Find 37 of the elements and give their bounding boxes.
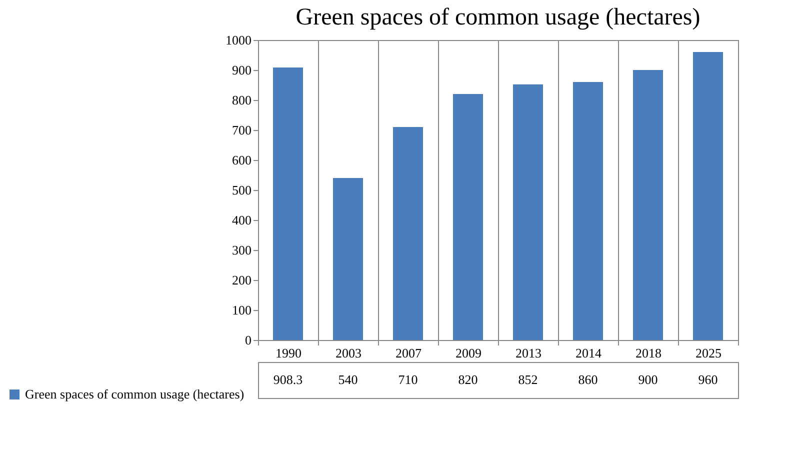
data-label: 860 (578, 372, 598, 387)
x-tick-label: 2007 (396, 346, 422, 360)
bar (333, 178, 363, 340)
y-tick-label: 600 (232, 152, 252, 168)
data-label: 710 (398, 372, 418, 387)
y-tick-label: 700 (232, 122, 252, 138)
y-tick-label: 400 (232, 212, 252, 228)
bar (693, 52, 723, 340)
chart-title: Green spaces of common usage (hectares) (296, 4, 700, 30)
bar (453, 94, 483, 340)
x-tick-label: 2014 (576, 346, 602, 360)
x-tick-label: 2009 (456, 346, 482, 360)
bar (393, 127, 423, 340)
bar (513, 84, 543, 340)
data-label: 908.3 (273, 372, 303, 387)
y-tick-label: 900 (232, 62, 252, 78)
y-tick-label: 100 (232, 302, 252, 318)
y-tick-label: 200 (232, 272, 252, 288)
y-tick-label: 300 (232, 242, 252, 258)
y-tick-label: 800 (232, 92, 252, 108)
data-label: 900 (638, 372, 658, 387)
data-label: 852 (518, 372, 538, 387)
data-label: 960 (698, 372, 718, 387)
x-tick-label: 2025 (696, 346, 722, 360)
x-tick-label: 1990 (276, 346, 302, 360)
bar (273, 68, 303, 340)
legend-label: Green spaces of common usage (hectares) (25, 386, 244, 402)
x-tick-label: 2018 (636, 346, 662, 360)
y-tick-label: 500 (232, 182, 252, 198)
y-tick-label: 1000 (226, 32, 252, 48)
y-tick-label: 0 (245, 332, 252, 348)
data-label: 540 (338, 372, 358, 387)
x-tick-label: 2013 (516, 346, 542, 360)
x-tick-label: 2003 (336, 346, 362, 360)
bar (573, 82, 603, 340)
data-label: 820 (458, 372, 478, 387)
bar (633, 70, 663, 340)
